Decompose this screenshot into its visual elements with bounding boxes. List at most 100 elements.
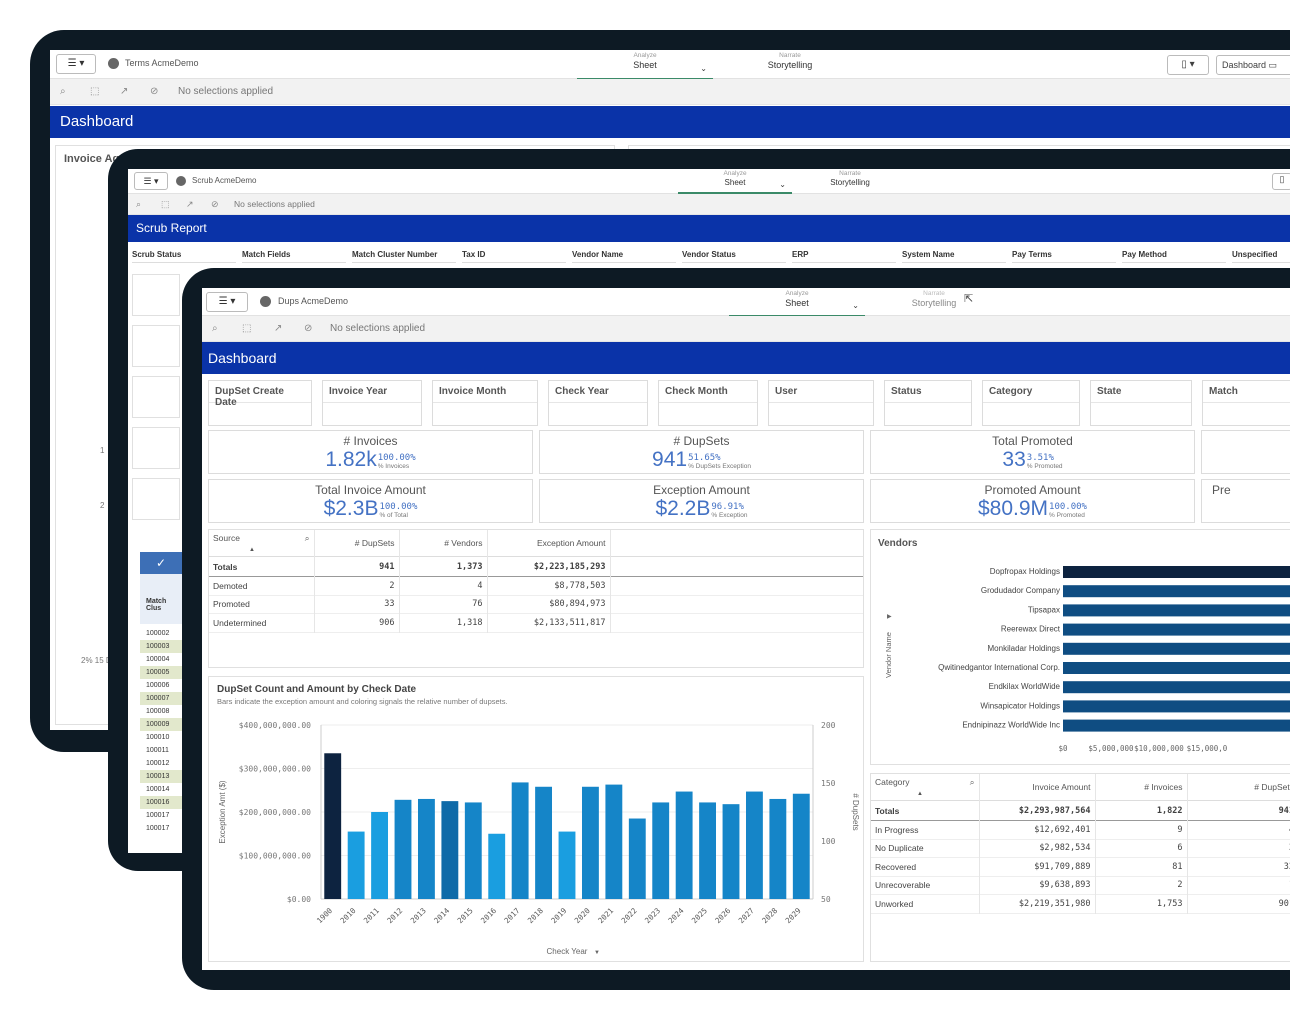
filter-box[interactable] <box>132 274 180 316</box>
table-row[interactable]: Recovered$91,709,8898132 <box>871 857 1290 876</box>
bar[interactable] <box>324 753 342 899</box>
filter-pane[interactable]: Status <box>884 380 972 426</box>
vendor-bar[interactable] <box>1063 681 1290 694</box>
kpi-card[interactable]: # Invoices 1.82k 100.00%% Invoices <box>208 430 533 474</box>
column-header[interactable]: # Vendors <box>399 530 488 557</box>
list-item[interactable]: 100011 <box>146 747 169 754</box>
kpi-card[interactable]: Total Promoted 33 3.51%% Promoted <box>870 430 1195 474</box>
filter-pane[interactable]: Invoice Year <box>322 380 422 426</box>
scrub-column-filter[interactable]: Match Cluster Number <box>352 250 456 263</box>
scrub-column-filter[interactable]: Vendor Status <box>682 250 786 263</box>
bar[interactable] <box>464 802 482 899</box>
kpi-card[interactable]: Promoted Amount $80.9M 100.00%% Promoted <box>870 479 1195 523</box>
filter-pane[interactable]: Check Year <box>548 380 648 426</box>
table-row[interactable]: No Duplicate$2,982,53463 <box>871 839 1290 858</box>
list-item[interactable]: 100017 <box>146 812 170 819</box>
bar[interactable] <box>722 804 740 899</box>
scrub-column-filter[interactable]: Match Fields <box>242 250 346 263</box>
list-item[interactable]: 100005 <box>140 666 182 679</box>
bar[interactable] <box>347 831 365 899</box>
bar[interactable] <box>371 812 389 899</box>
source-column-header[interactable]: Source ⌕ ▲ <box>209 530 315 557</box>
list-item[interactable]: 100013 <box>140 770 182 783</box>
filter-pane[interactable]: Match <box>1202 380 1290 426</box>
smart-search-icon[interactable]: ⌕ <box>136 199 142 209</box>
filter-box[interactable] <box>132 478 180 520</box>
filter-box[interactable] <box>132 376 180 418</box>
bar[interactable] <box>745 791 763 899</box>
scrub-column-filter[interactable]: ERP <box>792 250 896 263</box>
bar[interactable] <box>699 802 717 899</box>
selection-tool-icon[interactable]: ⬚ <box>161 199 170 209</box>
front-menu-button[interactable]: ☰ ▾ <box>206 292 248 312</box>
filter-box[interactable] <box>132 427 180 469</box>
list-item[interactable]: 100006 <box>146 682 170 689</box>
list-item[interactable]: 100007 <box>140 692 182 705</box>
vendor-bar[interactable] <box>1063 662 1290 674</box>
filter-pane[interactable]: DupSet Create Date <box>208 380 312 426</box>
list-item[interactable]: 100012 <box>146 760 170 767</box>
front-tab-storytelling[interactable]: Narrate Storytelling <box>902 290 966 308</box>
table-row[interactable]: Undetermined 906 1,318 $2,133,511,817 <box>209 613 863 632</box>
middle-tab-sheet[interactable]: Analyze Sheet ⌄ <box>678 170 792 194</box>
bar[interactable] <box>558 831 576 899</box>
bookmark-button[interactable]: ▯ ▾ <box>1167 55 1209 75</box>
list-item[interactable]: 100004 <box>146 656 170 663</box>
filter-pane[interactable]: Check Month <box>658 380 758 426</box>
list-item[interactable]: 100014 <box>146 786 170 793</box>
front-tab-sheet[interactable]: Analyze Sheet ⌄ <box>729 290 865 317</box>
search-icon[interactable]: ⌕ <box>304 533 310 543</box>
middle-menu-button[interactable]: ☰ ▾ <box>134 172 168 190</box>
smart-search-icon[interactable]: ⌕ <box>212 323 218 334</box>
list-item[interactable]: 100002 <box>146 630 170 637</box>
vendor-bar[interactable] <box>1063 585 1290 598</box>
scrub-column-filter[interactable]: Vendor Name <box>572 250 676 263</box>
scrub-column-filter[interactable]: Pay Method <box>1122 250 1226 263</box>
vendors-bar-chart[interactable]: Dopfropax Holdings Grodudador Company Tips… <box>871 560 1290 760</box>
clear-selections-icon[interactable]: ⊘ <box>211 199 219 209</box>
kpi-card[interactable]: Pre <box>1201 479 1290 523</box>
vendor-bar[interactable] <box>1063 566 1290 578</box>
bar[interactable] <box>417 798 435 899</box>
filter-pane[interactable]: Category <box>982 380 1080 426</box>
list-item[interactable]: 100016 <box>140 796 182 809</box>
vendor-bar[interactable] <box>1063 623 1290 636</box>
middle-tab-storytelling[interactable]: Narrate Storytelling <box>818 170 882 187</box>
scrub-column-filter[interactable]: Tax ID <box>462 250 566 263</box>
bar[interactable] <box>581 786 599 899</box>
bar[interactable] <box>792 793 810 899</box>
kpi-card[interactable]: Exception Amount $2.2B 96.91%% Exception <box>539 479 864 523</box>
step-back-icon[interactable]: ↗ <box>120 86 129 97</box>
scrub-column-filter[interactable]: Scrub Status <box>132 250 236 263</box>
bar[interactable] <box>535 786 553 899</box>
table-row[interactable]: Promoted 33 76 $80,894,973 <box>209 595 863 614</box>
x-axis-label[interactable]: Check Year <box>547 947 588 956</box>
search-icon[interactable]: ⌕ <box>969 777 975 787</box>
list-item[interactable]: 100003 <box>140 640 182 653</box>
confirm-selection-button[interactable]: ✓ <box>140 552 182 574</box>
filter-pane[interactable]: Invoice Month <box>432 380 538 426</box>
column-header[interactable]: # DupSets <box>314 530 400 557</box>
back-menu-button[interactable]: ☰ ▾ <box>56 54 96 74</box>
list-item[interactable]: 100009 <box>140 718 182 731</box>
back-tab-sheet[interactable]: Analyze Sheet ⌄ <box>577 52 713 80</box>
bar[interactable] <box>628 818 646 899</box>
back-tab-storytelling[interactable]: Narrate Storytelling <box>750 52 830 70</box>
vendor-bar[interactable] <box>1063 700 1290 713</box>
bar[interactable] <box>652 802 670 899</box>
kpi-card[interactable]: # DupSets 941 51.65%% DupSets Exception <box>539 430 864 474</box>
filter-box[interactable] <box>132 325 180 367</box>
bar[interactable] <box>511 782 529 899</box>
sheet-selector-button[interactable]: Dashboard ▭ <box>1216 55 1290 75</box>
kpi-card[interactable]: Total Invoice Amount $2.3B 100.00%% of Tot… <box>208 479 533 523</box>
step-back-icon[interactable]: ↗ <box>186 199 194 209</box>
chevron-down-icon[interactable]: ▼ <box>594 950 600 956</box>
scrub-column-filter[interactable]: System Name <box>902 250 1006 263</box>
scrub-column-filter[interactable]: Unspecified <box>1232 250 1290 263</box>
bar[interactable] <box>769 798 787 899</box>
table-row[interactable]: Demoted 2 4 $8,778,503 <box>209 576 863 595</box>
bar[interactable] <box>605 784 623 899</box>
list-item[interactable]: 100008 <box>146 708 170 715</box>
step-back-icon[interactable]: ↗ <box>274 323 283 334</box>
